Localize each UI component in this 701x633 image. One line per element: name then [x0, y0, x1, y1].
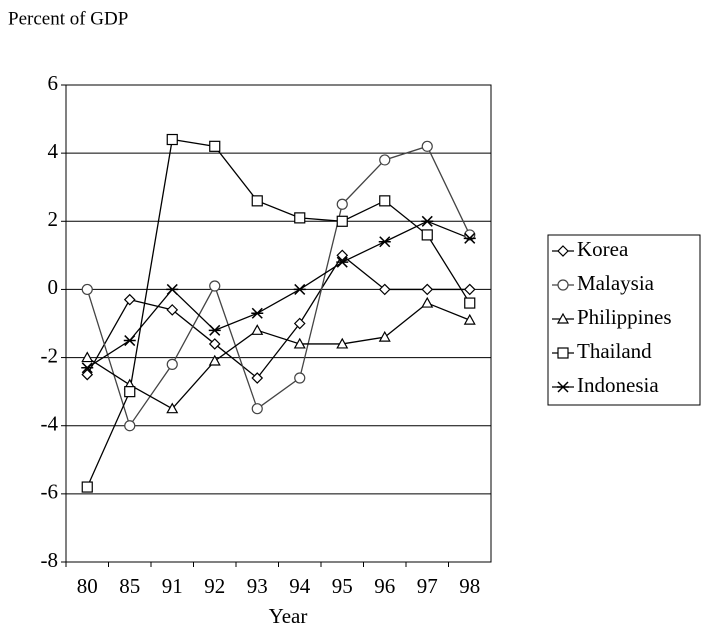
- x-tick-label: 80: [77, 574, 98, 598]
- marker: [336, 215, 348, 227]
- marker: [378, 236, 391, 248]
- legend-label: Thailand: [577, 339, 652, 363]
- marker: [81, 362, 94, 374]
- x-axis-label: Year: [269, 604, 308, 628]
- marker: [294, 212, 306, 224]
- y-tick-label: -8: [41, 548, 59, 572]
- y-tick-label: 6: [48, 71, 59, 95]
- marker: [209, 140, 221, 152]
- x-tick-label: 98: [459, 574, 480, 598]
- marker: [208, 324, 221, 336]
- chart-title: Percent of GDP: [8, 8, 128, 29]
- marker: [81, 481, 93, 493]
- marker: [421, 296, 434, 308]
- marker: [557, 381, 569, 393]
- marker: [251, 372, 264, 384]
- x-tick-label: 95: [332, 574, 353, 598]
- y-tick-label: -2: [41, 343, 59, 367]
- marker: [293, 283, 306, 295]
- marker: [166, 358, 178, 370]
- marker: [209, 280, 221, 292]
- marker: [166, 283, 179, 295]
- legend-box: [547, 234, 701, 406]
- series-line: [86, 138, 471, 488]
- marker: [556, 312, 570, 324]
- plot-frame: [65, 84, 492, 563]
- y-tick-label: -4: [41, 412, 59, 436]
- marker: [557, 347, 569, 359]
- marker: [379, 195, 391, 207]
- marker: [293, 317, 306, 330]
- legend-label: Malaysia: [577, 271, 655, 295]
- marker: [123, 293, 136, 306]
- marker: [379, 154, 391, 166]
- x-tick-label: 85: [119, 574, 140, 598]
- marker: [336, 337, 349, 349]
- marker: [293, 337, 306, 349]
- marker: [378, 330, 391, 342]
- x-tick-label: 97: [417, 574, 438, 598]
- marker: [421, 229, 433, 241]
- marker: [421, 215, 434, 227]
- marker: [166, 402, 179, 414]
- marker: [251, 403, 263, 415]
- marker: [81, 368, 94, 381]
- marker: [124, 386, 136, 398]
- marker: [81, 351, 94, 363]
- x-tick-label: 96: [374, 574, 395, 598]
- y-tick-label: -6: [41, 480, 59, 504]
- y-tick-label: 0: [48, 275, 59, 299]
- marker: [463, 313, 476, 325]
- x-tick-label: 91: [162, 574, 183, 598]
- marker: [294, 372, 306, 384]
- marker: [557, 245, 569, 257]
- legend-label: Korea: [577, 237, 629, 261]
- x-tick-label: 94: [289, 574, 311, 598]
- marker: [464, 297, 476, 309]
- marker: [336, 198, 348, 210]
- x-tick-label: 92: [204, 574, 225, 598]
- series-line: [86, 145, 471, 428]
- marker: [336, 249, 349, 262]
- marker: [421, 283, 434, 296]
- marker: [166, 133, 178, 146]
- marker: [557, 279, 569, 291]
- series-line: [86, 254, 470, 379]
- marker: [124, 420, 136, 432]
- marker: [251, 195, 263, 207]
- marker: [208, 338, 221, 350]
- y-tick-label: 2: [48, 207, 59, 231]
- marker: [464, 229, 476, 241]
- legend-label: Indonesia: [577, 373, 659, 397]
- marker: [208, 354, 221, 366]
- marker: [166, 304, 179, 316]
- x-tick-label: 93: [247, 574, 268, 598]
- marker: [463, 232, 476, 244]
- marker: [81, 283, 93, 296]
- marker: [421, 140, 433, 152]
- marker: [251, 307, 264, 319]
- marker: [463, 283, 476, 296]
- marker: [378, 283, 391, 296]
- series-line: [86, 302, 470, 410]
- legend-label: Philippines: [577, 305, 672, 329]
- y-tick-label: 4: [48, 139, 59, 163]
- series-line: [86, 220, 470, 369]
- marker: [336, 256, 349, 268]
- marker: [251, 324, 264, 335]
- marker: [123, 335, 136, 347]
